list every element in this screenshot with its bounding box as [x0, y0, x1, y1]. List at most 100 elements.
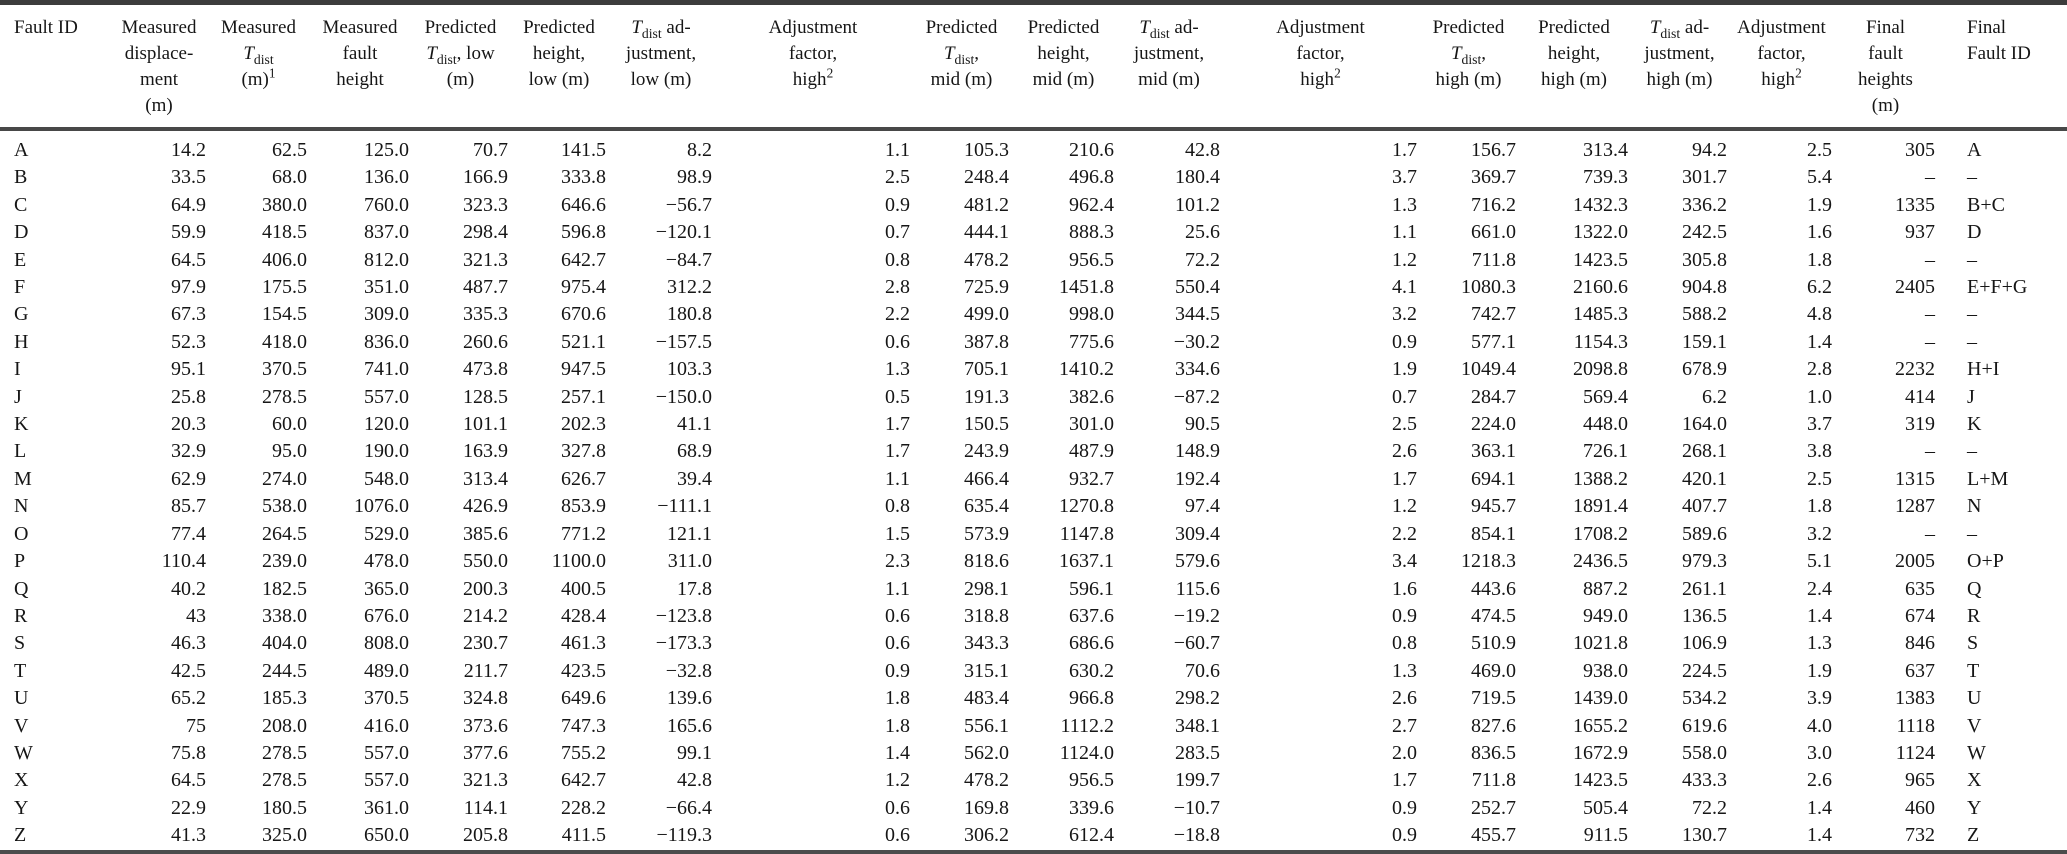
cell-tdist-adjustment-high: 433.3 — [1682, 769, 1727, 792]
cell-predicted-tdist-low: 101.1 — [463, 413, 508, 436]
cell-adjustment-factor-high-2: 2.2 — [1392, 522, 1417, 545]
cell-final-fault-heights: 2005 — [1895, 550, 1935, 573]
cell-predicted-tdist-low: 385.6 — [463, 522, 508, 545]
cell-adjustment-factor-high-1: 1.2 — [885, 769, 910, 792]
cell-predicted-tdist-low: 70.7 — [473, 139, 508, 161]
column-header-predicted-height-high: Predicted height, high (m) — [1518, 5, 1630, 131]
cell-adjustment-factor-high-1: 0.6 — [885, 330, 910, 353]
cell-predicted-height-high: 505.4 — [1583, 796, 1628, 819]
cell-final-fault-id: W — [1967, 741, 1986, 764]
cell-tdist-adjustment-low: −56.7 — [665, 193, 712, 216]
cell-measured-fault-height: 489.0 — [364, 659, 409, 682]
cell-final-fault-heights: 937 — [1905, 221, 1935, 244]
cell-predicted-tdist-mid: 483.4 — [964, 687, 1009, 710]
cell-predicted-height-low: 947.5 — [561, 358, 606, 381]
cell-predicted-height-mid: 775.6 — [1069, 330, 1114, 353]
cell-tdist-adjustment-mid: 70.6 — [1185, 659, 1220, 682]
cell-final-fault-id: – — [1967, 248, 1977, 271]
cell-predicted-height-mid: 596.1 — [1069, 577, 1114, 600]
cell-predicted-height-high: 887.2 — [1583, 577, 1628, 600]
cell-predicted-height-mid: 1124.0 — [1059, 741, 1114, 764]
cell-adjustment-factor-high-2: 3.2 — [1392, 303, 1417, 326]
cell-fault-id: A — [14, 139, 29, 161]
cell-adjustment-factor-high-3: 2.5 — [1807, 467, 1832, 490]
cell-predicted-height-mid: 956.5 — [1069, 769, 1114, 792]
cell-tdist-adjustment-mid: −60.7 — [1173, 632, 1220, 655]
cell-predicted-height-low: 428.4 — [561, 604, 606, 627]
cell-final-fault-id: A — [1967, 139, 1982, 161]
cell-predicted-height-low: 400.5 — [561, 577, 606, 600]
cell-predicted-height-mid: 1410.2 — [1059, 358, 1114, 381]
cell-tdist-adjustment-low: 8.2 — [687, 139, 712, 161]
cell-predicted-tdist-high: 369.7 — [1471, 166, 1516, 189]
cell-fault-id: T — [14, 659, 27, 682]
cell-predicted-height-high: 949.0 — [1583, 604, 1628, 627]
cell-predicted-tdist-mid: 705.1 — [964, 358, 1009, 381]
cell-fault-id: R — [14, 604, 28, 627]
cell-predicted-height-high: 448.0 — [1583, 413, 1628, 436]
cell-tdist-adjustment-high: 72.2 — [1692, 796, 1727, 819]
cell-measured-fault-height: 812.0 — [364, 248, 409, 271]
cell-predicted-tdist-mid: 481.2 — [964, 193, 1009, 216]
table-row: W 75.8 278.5 557.0 377.6 755.2 99.1 1.4 562.0 112… — [0, 740, 2067, 767]
cell-predicted-height-high: 911.5 — [1583, 824, 1628, 847]
cell-predicted-height-high: 1388.2 — [1573, 467, 1628, 490]
cell-predicted-tdist-high: 716.2 — [1471, 193, 1516, 216]
cell-predicted-height-mid: 339.6 — [1069, 796, 1114, 819]
table-row: H 52.3 418.0 836.0 260.6 521.1 −157.5 0.6 387.8 7… — [0, 329, 2067, 356]
cell-measured-displacement: 64.5 — [171, 769, 206, 792]
cell-measured-fault-height: 548.0 — [364, 467, 409, 490]
table-row: Z 41.3 325.0 650.0 205.8 411.5 −119.3 0.6 306.2 6… — [0, 822, 2067, 849]
cell-measured-fault-height: 361.0 — [364, 796, 409, 819]
cell-adjustment-factor-high-3: 5.4 — [1807, 166, 1832, 189]
cell-final-fault-heights: – — [1925, 522, 1935, 545]
cell-tdist-adjustment-low: 99.1 — [677, 741, 712, 764]
cell-predicted-tdist-low: 426.9 — [463, 495, 508, 518]
cell-tdist-adjustment-high: 6.2 — [1702, 385, 1727, 408]
cell-tdist-adjustment-low: −66.4 — [665, 796, 712, 819]
cell-predicted-tdist-high: 661.0 — [1471, 221, 1516, 244]
cell-final-fault-heights: 635 — [1905, 577, 1935, 600]
cell-predicted-tdist-low: 163.9 — [463, 440, 508, 463]
column-header-predicted-tdist-low: Predicted Tdist, low (m) — [411, 5, 510, 131]
cell-predicted-height-high: 313.4 — [1583, 139, 1628, 161]
cell-tdist-adjustment-low: 42.8 — [677, 769, 712, 792]
cell-predicted-height-high: 1423.5 — [1573, 769, 1628, 792]
cell-final-fault-heights: – — [1925, 330, 1935, 353]
cell-predicted-height-low: 670.6 — [561, 303, 606, 326]
cell-measured-displacement: 20.3 — [171, 413, 206, 436]
cell-tdist-adjustment-high: 588.2 — [1682, 303, 1727, 326]
cell-tdist-adjustment-high: 619.6 — [1682, 714, 1727, 737]
cell-tdist-adjustment-low: 103.3 — [667, 358, 712, 381]
column-header-measured-tdist: Measured Tdist (m)1 — [208, 5, 309, 131]
cell-tdist-adjustment-high: 261.1 — [1682, 577, 1727, 600]
cell-predicted-height-mid: 301.0 — [1069, 413, 1114, 436]
column-header-tdist-adjustment-high: Tdist ad-justment, high (m) — [1630, 5, 1729, 131]
cell-predicted-tdist-low: 114.1 — [463, 796, 508, 819]
cell-measured-fault-height: 557.0 — [364, 741, 409, 764]
fault-data-table: Fault ID Measured displace-ment (m) Measured… — [0, 5, 2067, 850]
cell-adjustment-factor-high-2: 3.7 — [1392, 166, 1417, 189]
cell-adjustment-factor-high-2: 0.8 — [1392, 632, 1417, 655]
cell-tdist-adjustment-low: 41.1 — [677, 413, 712, 436]
cell-fault-id: G — [14, 303, 29, 326]
cell-predicted-height-high: 1322.0 — [1573, 221, 1628, 244]
cell-predicted-tdist-mid: 191.3 — [964, 385, 1009, 408]
cell-predicted-tdist-mid: 556.1 — [964, 714, 1009, 737]
cell-adjustment-factor-high-1: 0.6 — [885, 824, 910, 847]
cell-final-fault-id: U — [1967, 687, 1982, 710]
cell-fault-id: Z — [14, 824, 27, 847]
cell-tdist-adjustment-high: 589.6 — [1682, 522, 1727, 545]
cell-adjustment-factor-high-2: 0.9 — [1392, 796, 1417, 819]
cell-fault-id: W — [14, 741, 33, 764]
cell-adjustment-factor-high-3: 3.2 — [1807, 522, 1832, 545]
column-header-adjustment-factor-high-2: Adjustment factor, high2 — [1222, 5, 1419, 131]
cell-tdist-adjustment-high: 94.2 — [1692, 139, 1727, 161]
cell-adjustment-factor-high-1: 2.2 — [885, 303, 910, 326]
cell-predicted-tdist-high: 719.5 — [1471, 687, 1516, 710]
cell-fault-id: U — [14, 687, 29, 710]
cell-tdist-adjustment-low: 98.9 — [677, 166, 712, 189]
cell-measured-tdist: 185.3 — [262, 687, 307, 710]
cell-adjustment-factor-high-1: 0.6 — [885, 632, 910, 655]
cell-predicted-height-mid: 686.6 — [1069, 632, 1114, 655]
